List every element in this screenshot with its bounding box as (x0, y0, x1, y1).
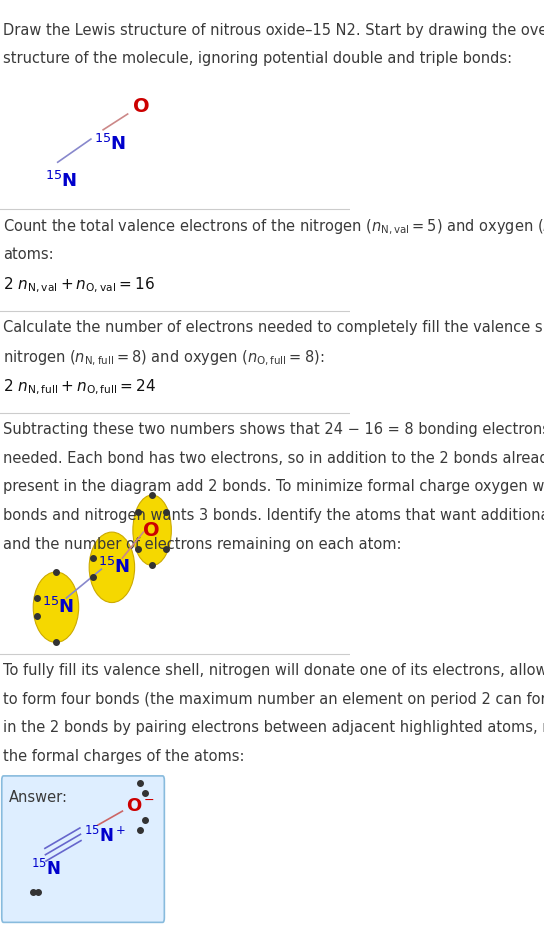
Text: structure of the molecule, ignoring potential double and triple bonds:: structure of the molecule, ignoring pote… (3, 51, 512, 66)
Text: $2\ n_\mathrm{N,full} + n_\mathrm{O,full} = 24$: $2\ n_\mathrm{N,full} + n_\mathrm{O,full… (3, 377, 157, 397)
Text: Draw the Lewis structure of nitrous oxide–15 N2. Start by drawing the overall: Draw the Lewis structure of nitrous oxid… (3, 23, 544, 38)
Ellipse shape (133, 495, 171, 565)
Text: the formal charges of the atoms:: the formal charges of the atoms: (3, 749, 245, 764)
Text: $^{15}$N: $^{15}$N (95, 133, 127, 154)
Text: Subtracting these two numbers shows that 24 − 16 = 8 bonding electrons are: Subtracting these two numbers shows that… (3, 422, 544, 437)
Text: $^{15}$N$^+$: $^{15}$N$^+$ (84, 826, 126, 846)
Text: O$^-$: O$^-$ (126, 797, 155, 816)
Text: $^{15}$N: $^{15}$N (46, 171, 78, 191)
Text: atoms:: atoms: (3, 247, 54, 261)
Text: bonds and nitrogen wants 3 bonds. Identify the atoms that want additional bonds: bonds and nitrogen wants 3 bonds. Identi… (3, 508, 544, 523)
Text: $^{15}$N: $^{15}$N (42, 597, 74, 617)
Text: present in the diagram add 2 bonds. To minimize formal charge oxygen wants 2: present in the diagram add 2 bonds. To m… (3, 479, 544, 494)
Text: in the 2 bonds by pairing electrons between adjacent highlighted atoms, noting: in the 2 bonds by pairing electrons betw… (3, 720, 544, 735)
Ellipse shape (89, 532, 134, 603)
Text: To fully fill its valence shell, nitrogen will donate one of its electrons, allo: To fully fill its valence shell, nitroge… (3, 663, 544, 678)
Text: O: O (133, 97, 150, 116)
Text: Answer:: Answer: (9, 790, 68, 805)
Text: Count the total valence electrons of the nitrogen ($n_\mathrm{N,val} = 5$) and o: Count the total valence electrons of the… (3, 218, 544, 237)
Text: needed. Each bond has two electrons, so in addition to the 2 bonds already: needed. Each bond has two electrons, so … (3, 451, 544, 465)
FancyBboxPatch shape (2, 776, 164, 922)
Text: Calculate the number of electrons needed to completely fill the valence shells f: Calculate the number of electrons needed… (3, 320, 544, 335)
Ellipse shape (33, 572, 79, 642)
Text: nitrogen ($n_\mathrm{N,full} = 8$) and oxygen ($n_\mathrm{O,full} = 8$):: nitrogen ($n_\mathrm{N,full} = 8$) and o… (3, 349, 325, 368)
Text: $^{15}$N: $^{15}$N (32, 858, 61, 879)
Text: $^{15}$N: $^{15}$N (98, 557, 130, 578)
Text: O: O (144, 521, 160, 540)
Text: and the number of electrons remaining on each atom:: and the number of electrons remaining on… (3, 537, 402, 552)
Text: to form four bonds (the maximum number an element on period 2 can form). Fill: to form four bonds (the maximum number a… (3, 692, 544, 706)
Text: $2\ n_\mathrm{N,val} + n_\mathrm{O,val} = 16$: $2\ n_\mathrm{N,val} + n_\mathrm{O,val} … (3, 275, 155, 295)
